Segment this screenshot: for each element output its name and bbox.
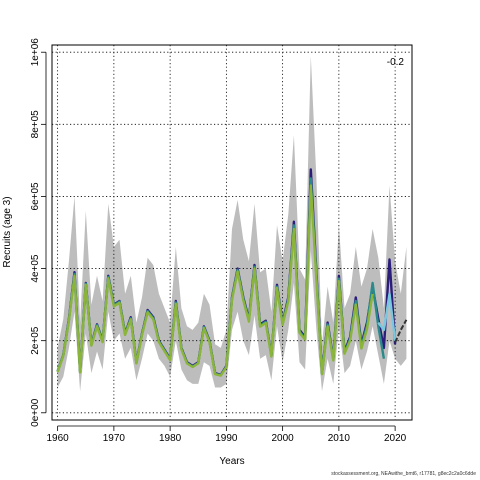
series-line-5 bbox=[394, 319, 408, 343]
series-line-3 bbox=[56, 184, 374, 377]
peel-annotation: -0.2 bbox=[387, 57, 405, 68]
footer-source: stockassessment.org, NEAwithe_bmt6, r177… bbox=[331, 471, 476, 477]
y-axis-label: Recruits (age 3) bbox=[2, 196, 13, 267]
y-tick-label: 2e+05 bbox=[30, 326, 41, 355]
x-tick-label: 1990 bbox=[215, 433, 238, 444]
x-tick-label: 2000 bbox=[272, 433, 295, 444]
x-tick-label: 1980 bbox=[159, 433, 182, 444]
x-axis-label: Years bbox=[219, 456, 244, 467]
y-tick-label: 0e+00 bbox=[30, 398, 41, 427]
series-line-4 bbox=[377, 292, 397, 341]
y-tick-label: 1e+06 bbox=[30, 38, 41, 67]
series-layer bbox=[56, 168, 408, 377]
plot-frame bbox=[51, 44, 413, 421]
grid-layer bbox=[52, 45, 412, 420]
y-tick-label: 6e+05 bbox=[30, 182, 41, 211]
x-tick-label: 2020 bbox=[384, 433, 407, 444]
y-tick-label: 4e+05 bbox=[30, 254, 41, 283]
axis-layer: 1960 1970 1980 1990 2000 2010 2020 0e+00 2e+05 4e… bbox=[30, 38, 407, 444]
x-tick-label: 1960 bbox=[47, 433, 70, 444]
y-tick-label: 8e+05 bbox=[30, 110, 41, 139]
x-tick-label: 1970 bbox=[103, 433, 126, 444]
x-tick-label: 2010 bbox=[328, 433, 351, 444]
